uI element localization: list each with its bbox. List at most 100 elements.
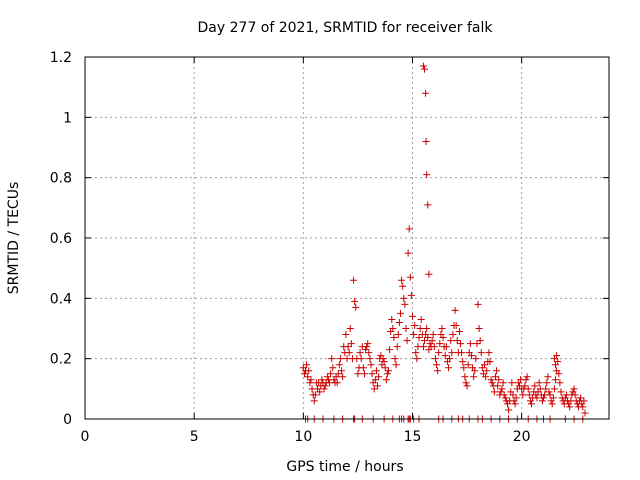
- data-point: [523, 373, 531, 381]
- y-tick-label: 1.2: [50, 50, 72, 66]
- data-point: [410, 331, 418, 339]
- data-point: [380, 358, 388, 366]
- data-point: [580, 397, 588, 405]
- y-tick-label: 1: [63, 110, 72, 126]
- data-point: [451, 306, 459, 314]
- data-point: [390, 334, 398, 342]
- data-point: [477, 349, 485, 357]
- data-point: [472, 355, 480, 363]
- data-point: [548, 400, 556, 408]
- data-point: [300, 370, 308, 378]
- data-point: [359, 364, 367, 372]
- data-point: [311, 391, 319, 399]
- data-point: [327, 370, 335, 378]
- data-point: [423, 171, 431, 179]
- data-point: [462, 379, 470, 387]
- data-point: [442, 343, 450, 351]
- data-point: [519, 391, 527, 399]
- x-tick-label: 10: [294, 429, 312, 445]
- data-point: [370, 385, 378, 393]
- data-point: [461, 373, 469, 381]
- data-point: [501, 394, 509, 402]
- data-point: [425, 270, 433, 278]
- data-point: [486, 358, 494, 366]
- data-point: [417, 315, 425, 323]
- data-point: [422, 89, 430, 97]
- data-point: [372, 367, 380, 375]
- data-point: [481, 361, 489, 369]
- data-point: [366, 355, 374, 363]
- data-point: [525, 391, 533, 399]
- data-point: [545, 388, 553, 396]
- data-point: [393, 343, 401, 351]
- data-point: [475, 325, 483, 332]
- data-point: [357, 355, 365, 363]
- data-point: [488, 379, 496, 387]
- data-point: [540, 394, 547, 402]
- data-point: [459, 358, 467, 366]
- data-point: [342, 331, 350, 339]
- data-point: [431, 355, 439, 363]
- data-point: [344, 343, 352, 351]
- data-point: [396, 309, 404, 317]
- data-point: [363, 343, 371, 351]
- data-point: [570, 385, 578, 393]
- data-point: [383, 370, 391, 378]
- data-point: [333, 379, 341, 387]
- data-point: [464, 361, 472, 369]
- data-point: [458, 349, 466, 357]
- data-point: [521, 382, 529, 390]
- data-point: [434, 367, 442, 375]
- data-point: [446, 355, 454, 363]
- data-point: [423, 325, 431, 332]
- data-point: [512, 394, 520, 402]
- y-tick-label: 0.6: [50, 231, 72, 247]
- data-point: [323, 373, 331, 381]
- data-point: [447, 337, 455, 345]
- data-point: [452, 321, 460, 329]
- data-point: [433, 361, 441, 369]
- data-point: [419, 343, 427, 351]
- y-axis-title: SRMTID / TECUs: [6, 182, 22, 295]
- x-tick-label: 20: [513, 429, 531, 445]
- x-axis-title: GPS time / hours: [286, 459, 403, 475]
- data-point: [304, 373, 312, 381]
- data-point: [577, 394, 585, 402]
- data-point: [499, 379, 507, 387]
- data-point: [421, 65, 429, 73]
- data-point: [395, 318, 403, 326]
- data-point: [505, 406, 513, 414]
- data-point: [345, 349, 353, 357]
- data-point: [538, 397, 546, 405]
- data-point: [328, 355, 336, 363]
- data-point: [364, 340, 372, 348]
- data-point: [406, 273, 414, 281]
- data-point: [347, 340, 355, 348]
- data-point: [415, 334, 423, 342]
- data-point: [498, 385, 506, 393]
- data-point: [412, 349, 420, 357]
- data-point: [374, 382, 382, 390]
- data-point: [320, 385, 328, 393]
- data-point: [413, 355, 421, 363]
- data-point: [482, 373, 490, 381]
- data-point: [303, 361, 311, 369]
- data-point: [310, 397, 318, 405]
- data-point: [490, 388, 498, 396]
- data-point: [402, 325, 410, 332]
- data-point: [346, 325, 354, 332]
- data-point: [535, 379, 543, 387]
- data-point: [471, 367, 479, 375]
- data-point: [411, 321, 419, 329]
- data-point: [321, 382, 329, 390]
- data-point: [435, 349, 443, 357]
- data-point: [316, 388, 324, 396]
- data-point: [375, 373, 383, 381]
- data-point: [429, 331, 437, 339]
- data-point: [379, 355, 387, 363]
- x-tick-label: 5: [190, 429, 199, 445]
- data-point: [449, 331, 457, 339]
- data-point: [403, 337, 411, 345]
- data-point: [494, 382, 502, 390]
